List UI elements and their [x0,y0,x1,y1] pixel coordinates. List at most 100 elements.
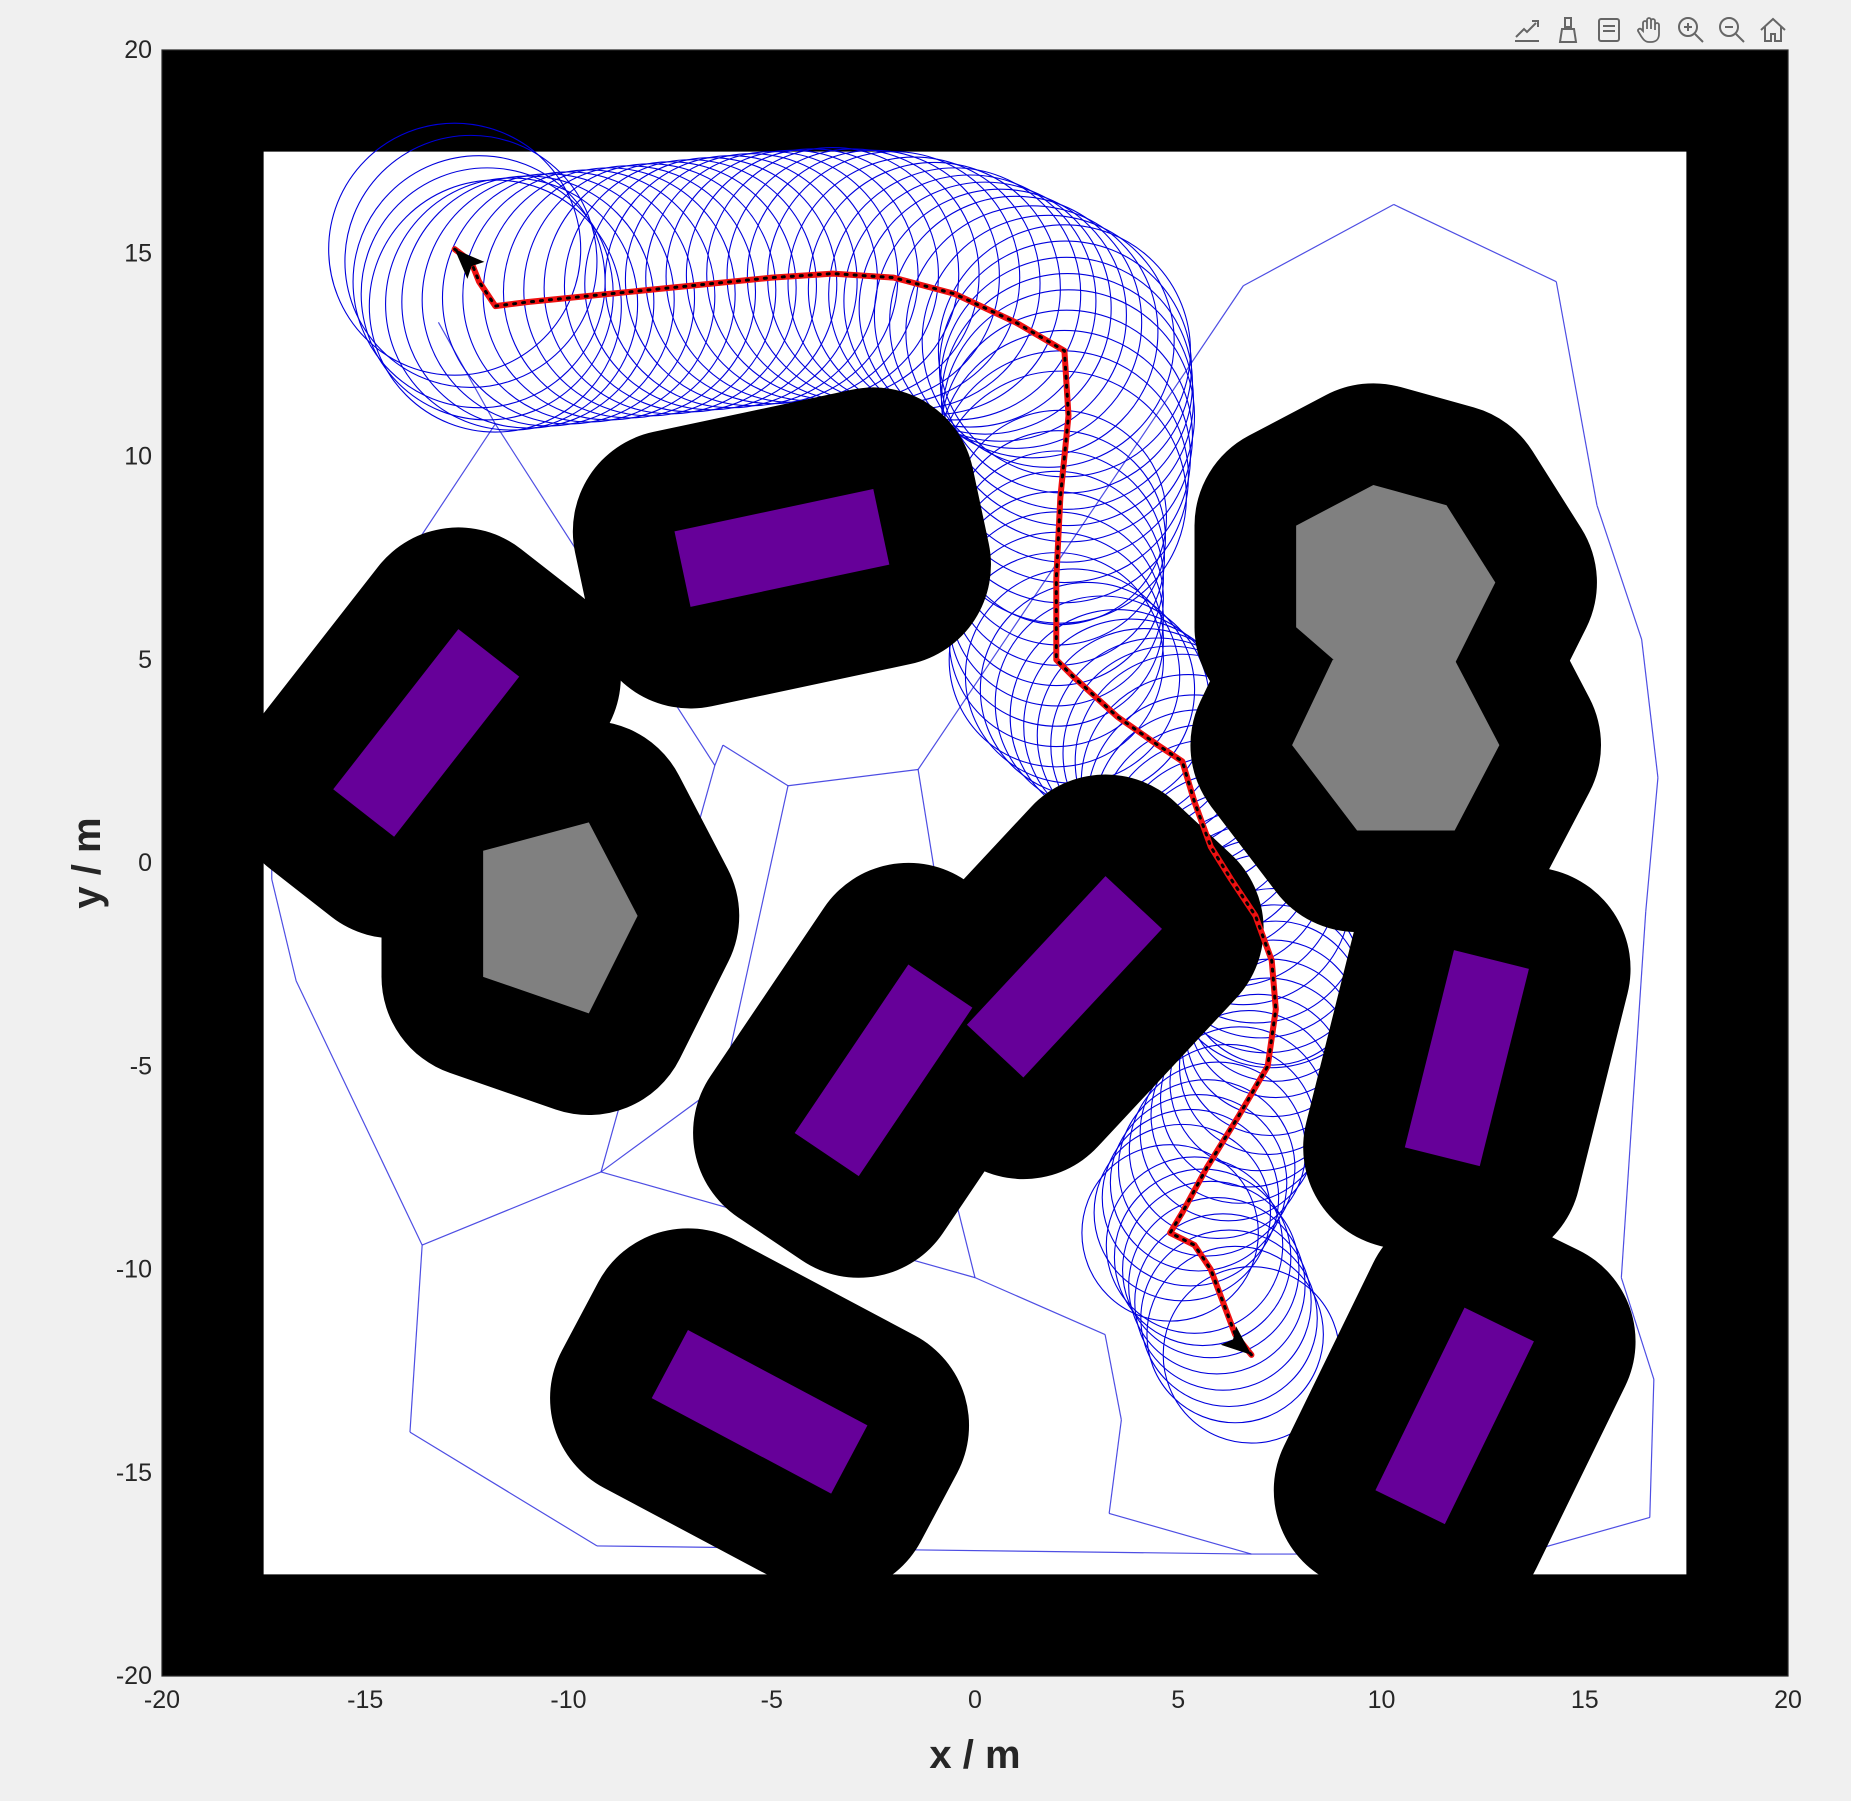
rectangle-obstacle-shape [1404,950,1529,1167]
swept-circle [1109,1094,1288,1272]
roadmap-edge [596,1545,1252,1555]
swept-circle [1101,1108,1280,1287]
rectangle-obstacle-shape [674,489,890,607]
y-axis-label: y / m [65,817,109,908]
rectangle-obstacle [333,629,520,837]
rectangle-obstacle [966,876,1162,1078]
y-tick-labels: -20 -15 -10 -5 0 5 10 15 20 [116,36,152,1690]
x-tick-label: -20 [144,1686,180,1714]
x-tick-label: -10 [550,1686,586,1714]
y-tick-label: 20 [124,36,152,64]
start-arrow-head [454,249,485,279]
x-tick-label: 15 [1571,1686,1599,1714]
rectangle-obstacle [674,489,890,607]
roadmap-edge [1108,1512,1252,1555]
rectangle-obstacle-shape [966,876,1162,1078]
roadmap-edge [1620,1277,1655,1380]
swept-circle [1146,1245,1324,1424]
swept-circle [873,188,1127,442]
y-tick-label: 10 [124,443,152,471]
roadmap-edge [409,1431,598,1547]
rectangle-obstacle-shape [794,964,973,1177]
zoom-out-icon [1718,17,1745,43]
roadmap-edge [722,744,789,787]
home-icon [1759,17,1786,42]
swept-circle [905,205,1159,459]
axes-toolbar [1508,8,1791,52]
x-tick-label: -5 [761,1686,783,1714]
zoom-out-button[interactable] [1713,10,1750,50]
obstacle-cores [333,484,1534,1525]
rectangle-obstacle [1404,950,1529,1167]
rectangle-obstacle [1375,1307,1534,1525]
home-button[interactable] [1754,10,1791,50]
polygon-obstacle [483,822,638,1014]
x-tick-label: 5 [1171,1686,1185,1714]
swept-circle [921,214,1175,468]
y-tick-label: 0 [138,849,152,877]
polygon-obstacle [1292,659,1500,831]
roadmap-edge [1596,505,1643,640]
export-icon [1514,20,1539,42]
swept-circle [889,195,1143,449]
x-tick-labels: -20 -15 -10 -5 0 5 10 15 20 [144,1686,1802,1714]
swept-circle [1128,1196,1306,1375]
roadmap-edge [714,744,724,766]
roadmap-edge [1104,1334,1122,1421]
swept-circle [843,174,1097,428]
rectangle-obstacle-shape [651,1329,868,1494]
roadmap-edge [1645,777,1659,912]
brush-button[interactable] [1549,10,1586,50]
rectangle-obstacle-shape [333,629,520,837]
y-tick-label: -5 [130,1052,152,1080]
roadmap-edge [1620,911,1647,1278]
roadmap-edge [974,1277,1106,1336]
y-tick-label: -15 [116,1459,152,1487]
datatip-button[interactable] [1590,10,1627,50]
roadmap-edge [787,768,919,787]
swept-circle [344,134,598,388]
pan-icon [1636,17,1660,43]
x-tick-label: -15 [347,1686,383,1714]
y-tick-label: -20 [116,1662,152,1690]
start-arrow [454,249,485,279]
roadmap-edge [1393,203,1557,283]
roadmap-edge [722,785,789,1083]
zoom-in-button[interactable] [1672,10,1709,50]
path [451,246,1279,1358]
x-tick-label: 0 [968,1686,982,1714]
roadmap-edge [1641,639,1659,778]
axes-box [161,49,1789,1677]
export-button[interactable] [1508,10,1545,50]
polygon-obstacle [1296,484,1496,681]
path-dots [453,247,1278,1357]
roadmap-edge [1649,1379,1655,1518]
goal-arrow [1220,1326,1252,1355]
swept-circle [328,122,582,376]
x-tick-label: 10 [1368,1686,1396,1714]
rectangle-obstacle [794,964,973,1177]
x-axis-label: x / m [929,1733,1020,1777]
x-tick-label: 20 [1774,1686,1802,1714]
pan-button[interactable] [1631,10,1668,50]
swept-circle [1134,1213,1312,1391]
y-tick-label: 5 [138,646,152,674]
rectangle-obstacle-shape [1375,1307,1534,1525]
y-tick-label: 15 [124,239,152,267]
swept-circle [1122,1180,1300,1359]
roadmap-edge [409,1245,423,1433]
roadmap-edge [1555,281,1598,506]
zoom-in-icon [1677,17,1704,43]
brush-icon [1558,17,1577,43]
swept-circle [858,181,1112,435]
roadmap-edge [1108,1419,1122,1514]
roadmap-edge [295,980,423,1246]
swept-circle [385,177,639,431]
swept-circle [828,167,1082,421]
plot-area [162,50,1788,1676]
goal-arrow-head [1220,1326,1252,1355]
rectangle-obstacle [651,1329,868,1494]
swept-circle [1117,1079,1296,1257]
datatip-icon [1597,18,1620,42]
